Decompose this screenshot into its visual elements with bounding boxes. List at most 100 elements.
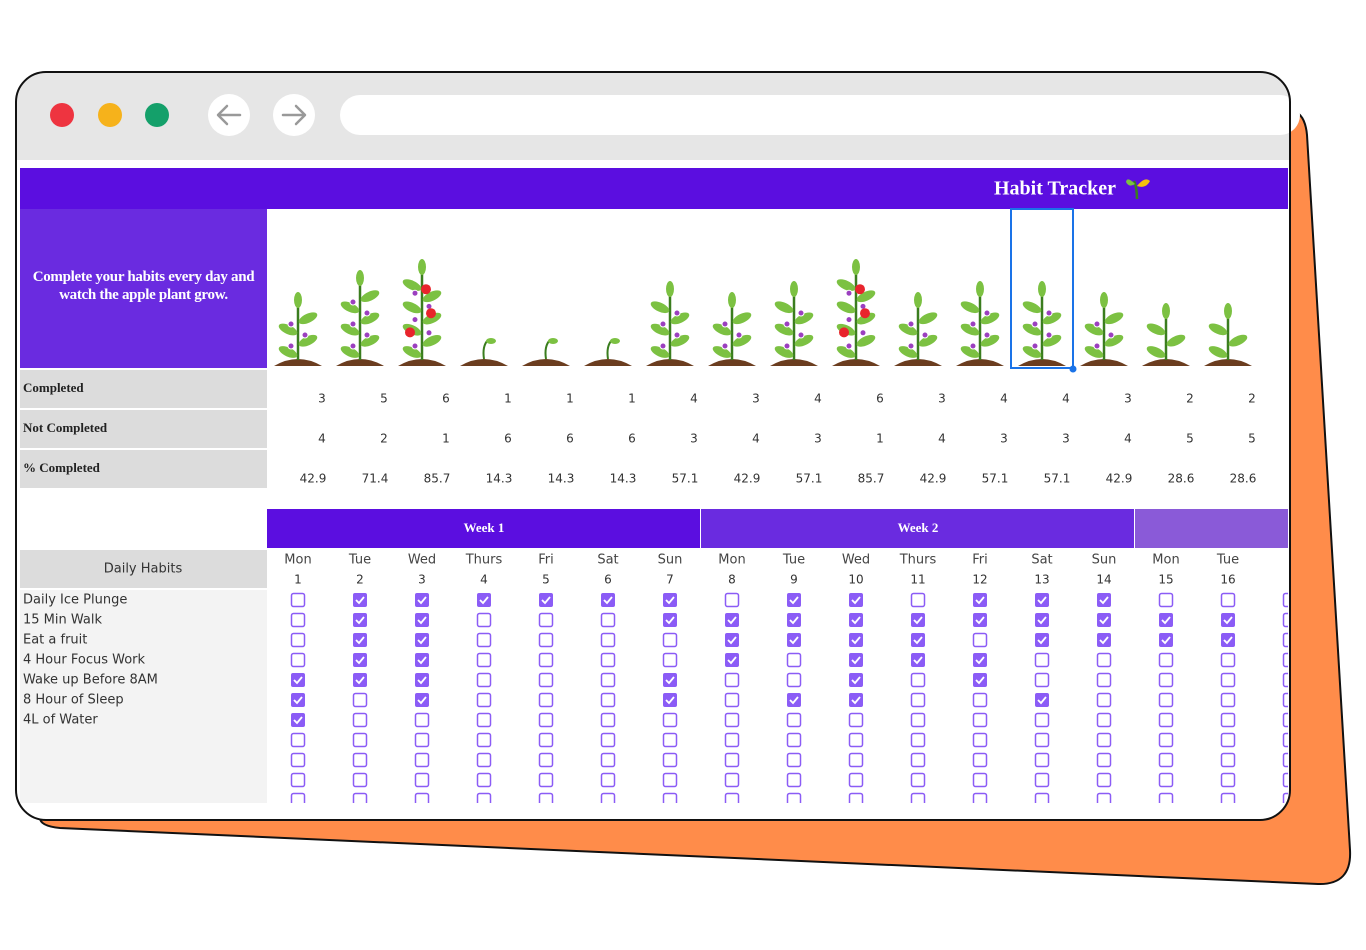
checkbox[interactable] [415, 613, 429, 627]
checkbox[interactable] [1282, 752, 1297, 768]
checkbox[interactable] [910, 592, 926, 608]
checkbox[interactable] [1096, 672, 1112, 688]
checkbox[interactable] [973, 593, 987, 607]
checkbox[interactable] [724, 692, 740, 708]
checkbox[interactable] [662, 792, 678, 807]
checkbox[interactable] [352, 712, 368, 728]
checkbox[interactable] [972, 792, 988, 807]
checkbox[interactable] [786, 732, 802, 748]
checkbox[interactable] [848, 732, 864, 748]
checkbox[interactable] [786, 752, 802, 768]
checkbox[interactable] [1159, 613, 1173, 627]
checkbox[interactable] [786, 712, 802, 728]
checkbox[interactable] [538, 692, 554, 708]
checkbox[interactable] [290, 732, 306, 748]
checkbox[interactable] [1220, 652, 1236, 668]
checkbox[interactable] [414, 772, 430, 788]
checkbox[interactable] [972, 732, 988, 748]
checkbox[interactable] [415, 693, 429, 707]
checkbox[interactable] [1220, 772, 1236, 788]
checkbox[interactable] [1096, 732, 1112, 748]
checkbox[interactable] [1096, 792, 1112, 807]
checkbox[interactable] [972, 692, 988, 708]
checkbox[interactable] [476, 732, 492, 748]
checkbox[interactable] [1034, 752, 1050, 768]
checkbox[interactable] [538, 612, 554, 628]
checkbox[interactable] [600, 792, 616, 807]
checkbox[interactable] [663, 593, 677, 607]
checkbox[interactable] [1158, 772, 1174, 788]
checkbox[interactable] [1035, 693, 1049, 707]
checkbox[interactable] [725, 613, 739, 627]
checkbox[interactable] [724, 732, 740, 748]
checkbox[interactable] [724, 772, 740, 788]
checkbox[interactable] [972, 752, 988, 768]
checkbox[interactable] [724, 752, 740, 768]
checkbox[interactable] [1159, 633, 1173, 647]
checkbox[interactable] [414, 712, 430, 728]
checkbox[interactable] [1158, 692, 1174, 708]
checkbox[interactable] [972, 712, 988, 728]
checkbox[interactable] [1034, 672, 1050, 688]
checkbox[interactable] [911, 653, 925, 667]
checkbox[interactable] [1282, 772, 1297, 788]
checkbox[interactable] [539, 593, 553, 607]
checkbox[interactable] [849, 593, 863, 607]
checkbox[interactable] [1282, 672, 1297, 688]
checkbox[interactable] [600, 752, 616, 768]
checkbox[interactable] [910, 732, 926, 748]
checkbox[interactable] [1096, 712, 1112, 728]
checkbox[interactable] [1158, 652, 1174, 668]
checkbox[interactable] [476, 772, 492, 788]
checkbox[interactable] [352, 732, 368, 748]
checkbox[interactable] [1282, 712, 1297, 728]
checkbox[interactable] [291, 693, 305, 707]
checkbox[interactable] [353, 653, 367, 667]
checkbox[interactable] [910, 752, 926, 768]
checkbox[interactable] [290, 632, 306, 648]
checkbox[interactable] [600, 612, 616, 628]
checkbox[interactable] [1220, 792, 1236, 807]
checkbox[interactable] [476, 652, 492, 668]
checkbox[interactable] [352, 752, 368, 768]
checkbox[interactable] [352, 792, 368, 807]
checkbox[interactable] [972, 632, 988, 648]
checkbox[interactable] [291, 673, 305, 687]
checkbox[interactable] [538, 672, 554, 688]
checkbox[interactable] [910, 772, 926, 788]
checkbox[interactable] [1096, 772, 1112, 788]
checkbox[interactable] [973, 673, 987, 687]
checkbox[interactable] [290, 772, 306, 788]
checkbox[interactable] [600, 692, 616, 708]
checkbox[interactable] [662, 752, 678, 768]
checkbox[interactable] [476, 792, 492, 807]
checkbox[interactable] [1282, 612, 1297, 628]
checkbox[interactable] [476, 712, 492, 728]
checkbox[interactable] [1220, 672, 1236, 688]
checkbox[interactable] [849, 693, 863, 707]
checkbox[interactable] [290, 592, 306, 608]
checkbox[interactable] [663, 673, 677, 687]
checkbox[interactable] [848, 772, 864, 788]
checkbox[interactable] [415, 653, 429, 667]
checkbox[interactable] [786, 772, 802, 788]
checkbox[interactable] [1282, 632, 1297, 648]
checkbox[interactable] [414, 792, 430, 807]
checkbox[interactable] [787, 693, 801, 707]
checkbox[interactable] [1097, 613, 1111, 627]
back-button[interactable] [208, 94, 250, 136]
checkbox[interactable] [600, 732, 616, 748]
checkbox[interactable] [476, 672, 492, 688]
checkbox[interactable] [787, 613, 801, 627]
checkbox[interactable] [1096, 692, 1112, 708]
checkbox[interactable] [910, 672, 926, 688]
checkbox[interactable] [662, 732, 678, 748]
checkbox[interactable] [291, 713, 305, 727]
checkbox[interactable] [724, 672, 740, 688]
checkbox[interactable] [849, 673, 863, 687]
checkbox[interactable] [1282, 792, 1297, 807]
checkbox[interactable] [601, 593, 615, 607]
checkbox[interactable] [662, 652, 678, 668]
checkbox[interactable] [787, 633, 801, 647]
checkbox[interactable] [1158, 712, 1174, 728]
